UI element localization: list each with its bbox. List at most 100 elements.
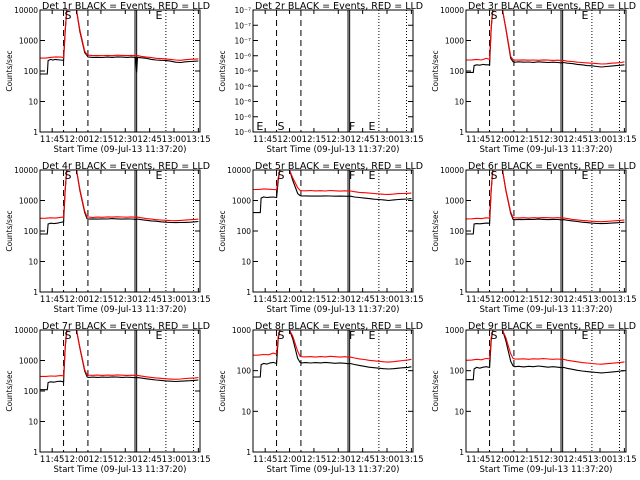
y-axis-label: Counts/sec bbox=[431, 370, 440, 411]
marker-label-s: S bbox=[65, 169, 72, 182]
x-axis-label: Start Time (09-Jul-13 11:37:20) bbox=[54, 305, 187, 315]
series-events-line bbox=[253, 330, 412, 378]
marker-label-e: E bbox=[369, 120, 376, 133]
x-tick-label: 12:15 bbox=[89, 295, 114, 305]
panel-title: Det 3r BLACK = Events, RED = LLD bbox=[468, 1, 636, 12]
x-tick-label: 12:15 bbox=[89, 135, 114, 145]
y-tick-label: 10 bbox=[454, 407, 464, 416]
x-tick-label: 12:00 bbox=[490, 295, 515, 305]
y-tick-label: 1 bbox=[246, 448, 251, 457]
y-tick-label: 10⁻⁶ bbox=[234, 67, 251, 76]
y-tick-label: 10⁻⁷ bbox=[234, 37, 251, 46]
x-tick-label: 12:00 bbox=[490, 455, 515, 465]
x-tick-label: 11:45 bbox=[253, 135, 278, 145]
y-tick-label: 100 bbox=[237, 367, 252, 376]
y-axis-label: Counts/sec bbox=[218, 210, 227, 251]
x-tick-label: 11:45 bbox=[40, 295, 65, 305]
x-tick-label: 11:45 bbox=[40, 455, 65, 465]
x-tick-label: 12:45 bbox=[350, 135, 375, 145]
marker-label-s: S bbox=[491, 9, 498, 22]
y-tick-label: 1 bbox=[459, 448, 464, 457]
marker-label-s: S bbox=[278, 329, 285, 342]
x-tick-label: 12:45 bbox=[137, 455, 162, 465]
x-tick-label: 13:00 bbox=[588, 295, 613, 305]
x-tick-label: 12:30 bbox=[326, 455, 351, 465]
y-tick-label: 1000 bbox=[19, 197, 38, 206]
series-events-line bbox=[40, 170, 199, 235]
marker-label-s: S bbox=[65, 329, 72, 342]
y-tick-label: 100 bbox=[450, 67, 465, 76]
y-tick-label: 10⁻⁶ bbox=[234, 128, 251, 137]
series-lld-line bbox=[466, 330, 625, 365]
marker-label-e: E bbox=[582, 329, 589, 342]
series-lld-line bbox=[40, 10, 199, 61]
x-axis-label: Start Time (09-Jul-13 11:37:20) bbox=[267, 305, 400, 315]
x-tick-label: 13:15 bbox=[612, 135, 637, 145]
marker-label-e: E bbox=[369, 169, 376, 182]
x-tick-label: 12:30 bbox=[113, 295, 138, 305]
series-lld-line bbox=[40, 330, 199, 380]
x-tick-label: 13:00 bbox=[588, 455, 613, 465]
x-tick-label: 12:45 bbox=[563, 455, 588, 465]
x-tick-label: 12:45 bbox=[350, 295, 375, 305]
y-tick-label: 10 bbox=[241, 258, 251, 267]
y-tick-label: 10 bbox=[241, 407, 251, 416]
series-lld-line bbox=[40, 170, 199, 222]
y-tick-label: 10000 bbox=[227, 166, 251, 175]
y-tick-label: 100 bbox=[237, 227, 252, 236]
marker-label-f: F bbox=[349, 329, 355, 342]
x-tick-label: 13:15 bbox=[612, 295, 637, 305]
x-tick-label: 12:00 bbox=[490, 135, 515, 145]
x-tick-label: 12:30 bbox=[113, 135, 138, 145]
panel-title: Det 8r BLACK = Events, RED = LLD bbox=[255, 321, 423, 332]
x-tick-label: 13:15 bbox=[612, 455, 637, 465]
y-axis-label: Counts/sec bbox=[218, 370, 227, 411]
y-tick-label: 1 bbox=[33, 448, 38, 457]
series-events-line bbox=[40, 330, 199, 391]
x-tick-label: 12:15 bbox=[515, 455, 540, 465]
x-axis-label: Start Time (09-Jul-13 11:37:20) bbox=[480, 145, 613, 155]
panel-title: Det 4r BLACK = Events, RED = LLD bbox=[42, 161, 210, 172]
x-tick-label: 12:45 bbox=[137, 135, 162, 145]
panel-title: Det 9r BLACK = Events, RED = LLD bbox=[468, 321, 636, 332]
x-tick-label: 13:00 bbox=[375, 135, 400, 145]
series-lld-line bbox=[466, 170, 625, 223]
x-tick-label: 12:45 bbox=[350, 455, 375, 465]
marker-label-f: F bbox=[349, 120, 355, 133]
series-lld-line bbox=[253, 170, 412, 195]
x-tick-label: 11:45 bbox=[466, 455, 491, 465]
x-tick-label: 11:45 bbox=[466, 135, 491, 145]
y-axis-label: Counts/sec bbox=[431, 210, 440, 251]
x-tick-label: 12:15 bbox=[89, 455, 114, 465]
plot-frame bbox=[252, 329, 414, 453]
x-tick-label: 13:00 bbox=[375, 295, 400, 305]
y-tick-label: 1000 bbox=[445, 37, 464, 46]
y-axis-label: Counts/sec bbox=[5, 50, 14, 91]
x-tick-label: 12:15 bbox=[515, 135, 540, 145]
x-tick-label: 11:45 bbox=[253, 455, 278, 465]
y-axis-label: Counts/sec bbox=[218, 50, 227, 91]
x-axis-label: Start Time (09-Jul-13 11:37:20) bbox=[480, 305, 613, 315]
x-tick-label: 11:45 bbox=[466, 295, 491, 305]
y-tick-label: 1 bbox=[459, 128, 464, 137]
x-tick-label: 12:15 bbox=[515, 295, 540, 305]
x-tick-label: 13:15 bbox=[186, 455, 211, 465]
y-tick-label: 10⁻⁷ bbox=[234, 6, 251, 15]
x-tick-label: 12:15 bbox=[302, 135, 327, 145]
marker-label-s: S bbox=[491, 169, 498, 182]
marker-label-s: S bbox=[491, 329, 498, 342]
y-tick-label: 100 bbox=[24, 67, 39, 76]
marker-label-s: S bbox=[65, 9, 72, 22]
x-tick-label: 13:15 bbox=[399, 295, 424, 305]
x-tick-label: 12:00 bbox=[277, 295, 302, 305]
series-events-line bbox=[466, 170, 625, 235]
y-tick-label: 10 bbox=[454, 98, 464, 107]
marker-label-e: E bbox=[156, 169, 163, 182]
